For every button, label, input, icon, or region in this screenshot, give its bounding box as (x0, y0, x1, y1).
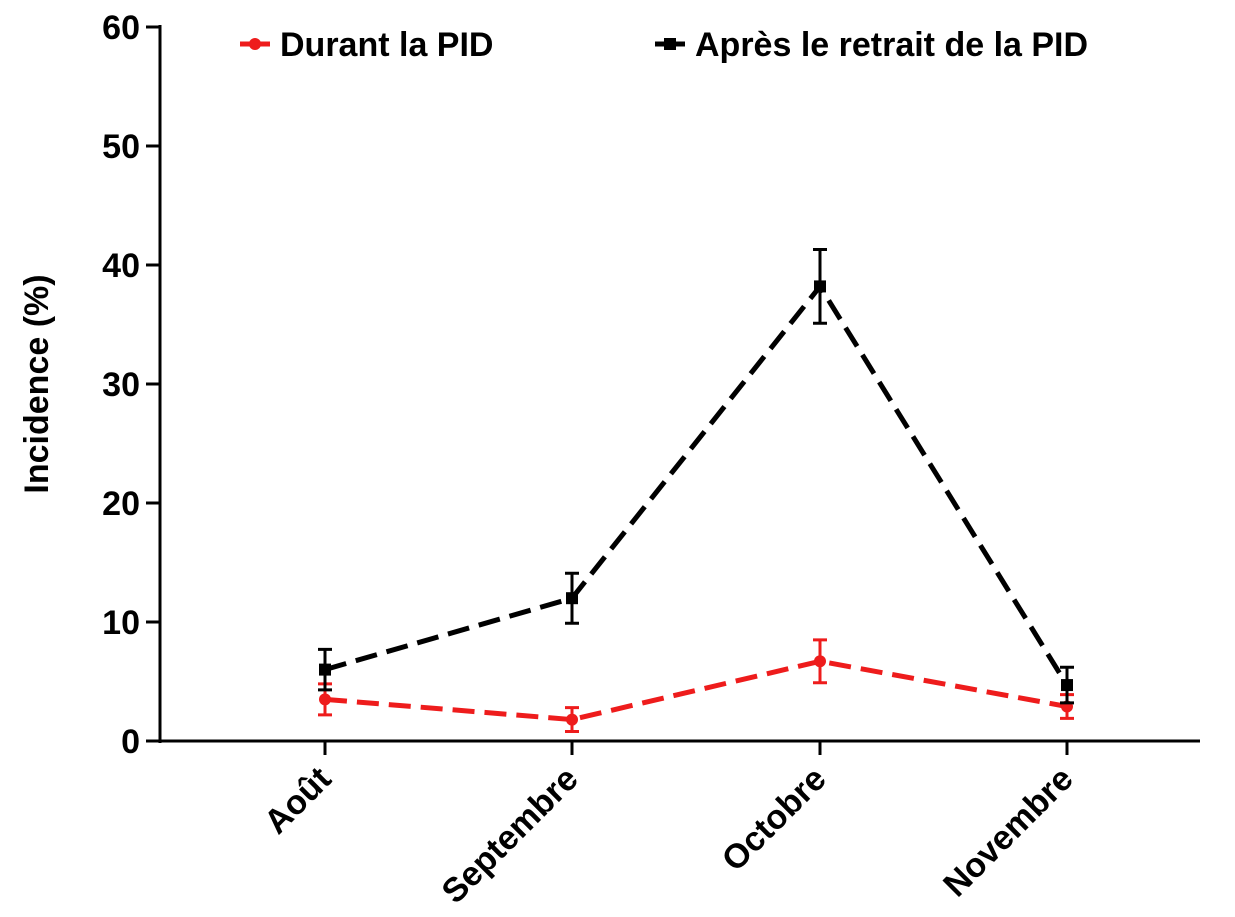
marker (319, 693, 331, 706)
marker (1061, 679, 1073, 692)
legend-marker (664, 38, 676, 50)
marker (566, 713, 578, 726)
marker (319, 663, 331, 676)
y-tick-label: 0 (121, 723, 140, 761)
marker (566, 592, 578, 605)
marker (814, 280, 826, 293)
series-line (324, 282, 1070, 687)
y-tick-label: 10 (102, 604, 140, 642)
y-tick-label: 40 (102, 247, 140, 285)
x-tick-label: Septembre (435, 760, 586, 911)
series-line (324, 658, 1068, 723)
legend-marker (249, 38, 261, 50)
x-tick-label: Octobre (715, 760, 834, 879)
y-tick-label: 20 (102, 485, 140, 523)
legend-label: Durant la PID (280, 26, 493, 64)
y-tick-label: 60 (102, 9, 140, 47)
x-tick-label: Novembre (936, 760, 1080, 904)
y-axis-label: Incidence (%) (18, 274, 56, 493)
legend-label: Après le retrait de la PID (695, 26, 1088, 64)
x-tick-label: Août (257, 760, 339, 842)
y-tick-label: 50 (102, 128, 140, 166)
y-tick-label: 30 (102, 366, 140, 404)
marker (814, 655, 826, 668)
